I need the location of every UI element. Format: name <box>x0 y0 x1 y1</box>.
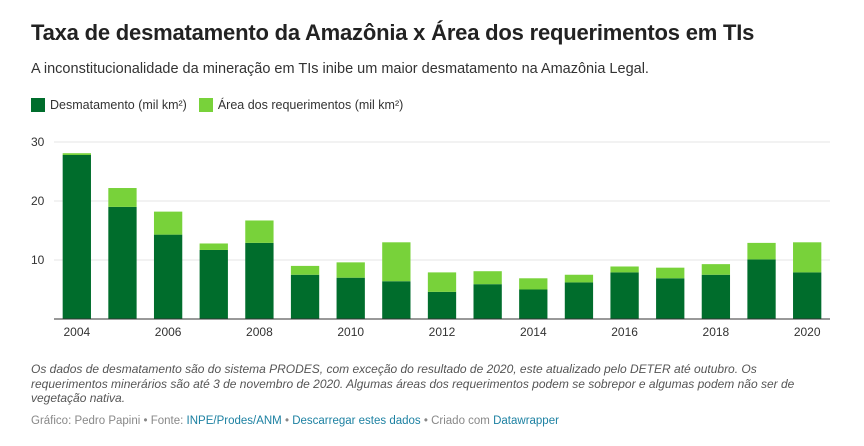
bar-deforestation <box>336 277 365 319</box>
x-tick-label: 2010 <box>337 325 364 339</box>
bar-requests <box>427 272 457 292</box>
footer-sep-2: • <box>281 415 293 427</box>
bar-requests <box>62 153 91 155</box>
bar-deforestation <box>290 274 320 319</box>
download-data-link[interactable]: Descarregar estes dados <box>292 415 421 427</box>
bar-requests <box>519 278 548 290</box>
bar-requests <box>108 188 137 207</box>
legend-item-deforestation: Desmatamento (mil km²) <box>31 98 187 112</box>
y-tick-label: 30 <box>31 135 45 149</box>
y-tick-label: 20 <box>31 194 45 208</box>
legend-label-requests: Área dos requerimentos (mil km²) <box>217 98 404 112</box>
bar-deforestation <box>793 272 822 319</box>
footer-sep-1: • Fonte: <box>140 415 187 427</box>
bar-requests <box>153 211 183 235</box>
x-tick-label: 2016 <box>611 325 638 339</box>
bar-requests <box>290 265 320 275</box>
chart-title: Taxa de desmatamento da Amazônia x Área … <box>31 20 755 45</box>
chart-subtitle: A inconstitucionalidade da mineração em … <box>31 61 649 77</box>
bar-deforestation <box>564 282 594 319</box>
bar-deforestation <box>519 289 548 319</box>
legend-swatch-requests <box>198 98 213 112</box>
footer-sep-3: • Criado com <box>420 415 494 427</box>
bar-deforestation <box>199 249 228 319</box>
bar-deforestation <box>382 281 411 319</box>
x-tick-label: 2012 <box>429 325 456 339</box>
bar-deforestation <box>427 291 457 319</box>
bar-requests <box>747 242 776 260</box>
x-tick-label: 2006 <box>155 325 182 339</box>
bar-deforestation <box>473 284 502 319</box>
chart-notes: Os dados de desmatamento são do sistema … <box>31 362 795 405</box>
bar-requests <box>473 271 502 285</box>
bar-requests <box>793 242 822 273</box>
x-tick-label: 2020 <box>794 325 821 339</box>
bar-requests <box>245 220 274 243</box>
bar-deforestation <box>245 242 274 319</box>
bar-deforestation <box>108 206 137 319</box>
bar-requests <box>336 262 365 278</box>
legend-swatch-deforestation <box>31 98 45 112</box>
bar-deforestation <box>62 154 91 319</box>
bar-deforestation <box>153 234 183 319</box>
x-tick-label: 2004 <box>63 325 90 339</box>
legend-item-requests: Área dos requerimentos (mil km²) <box>198 98 404 112</box>
bar-requests <box>610 266 639 273</box>
chart-legend: Desmatamento (mil km²) Área dos requerim… <box>31 98 415 112</box>
x-tick-label: 2014 <box>520 325 547 339</box>
x-tick-label: 2018 <box>703 325 730 339</box>
bar-deforestation <box>747 259 776 319</box>
source-link[interactable]: INPE/Prodes/ANM <box>186 415 282 427</box>
bar-requests <box>701 264 731 275</box>
stacked-bar-chart: 10 20 30 2004 2006 2008 2010 2012 2014 2016 2018 20… <box>31 135 830 339</box>
legend-label-deforestation: Desmatamento (mil km²) <box>50 98 187 112</box>
footer-credit: Gráfico: Pedro Papini <box>31 415 141 427</box>
datawrapper-link[interactable]: Datawrapper <box>493 415 559 427</box>
chart-footer: Gráfico: Pedro Papini • Fonte: INPE/Prod… <box>31 415 559 427</box>
bar-requests <box>656 267 685 279</box>
bar-requests <box>199 243 228 250</box>
x-tick-label: 2008 <box>246 325 273 339</box>
bar-requests <box>564 274 594 283</box>
bar-deforestation <box>656 278 685 319</box>
y-tick-label: 10 <box>31 253 45 267</box>
bar-requests <box>382 242 411 282</box>
bar-deforestation <box>610 272 639 319</box>
bar-deforestation <box>701 274 731 319</box>
